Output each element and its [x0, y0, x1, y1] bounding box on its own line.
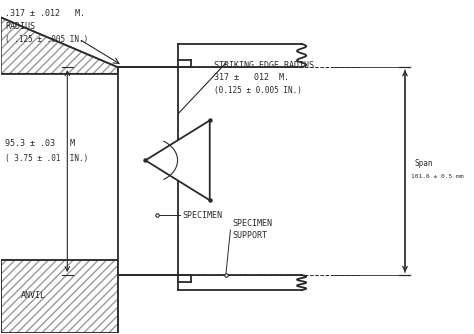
Text: (0.125 ± 0.005 IN.): (0.125 ± 0.005 IN.) — [214, 86, 302, 95]
Text: ( .125 ± .005 IN.): ( .125 ± .005 IN.) — [5, 35, 89, 44]
Text: STRIKING EDGE RADIUS: STRIKING EDGE RADIUS — [214, 60, 314, 69]
Text: 43°-47°: 43°-47° — [165, 159, 195, 165]
Polygon shape — [146, 121, 210, 200]
Text: SUPPORT: SUPPORT — [233, 231, 268, 240]
Text: RADIUS: RADIUS — [5, 22, 35, 31]
Polygon shape — [0, 17, 118, 74]
Text: SPECIMEN: SPECIMEN — [233, 219, 273, 228]
Text: ( 3.75 ± .01  IN.): ( 3.75 ± .01 IN.) — [5, 154, 89, 163]
Text: 101.6 ± 0.5 mm: 101.6 ± 0.5 mm — [411, 174, 464, 179]
Polygon shape — [0, 260, 118, 333]
Text: 317 ±   012  M.: 317 ± 012 M. — [214, 73, 289, 82]
Text: .317 ± .012   M.: .317 ± .012 M. — [5, 9, 85, 18]
Text: SPECIMEN: SPECIMEN — [182, 211, 222, 220]
Text: ANVIL: ANVIL — [20, 291, 46, 300]
Text: 95.3 ± .03   M: 95.3 ± .03 M — [5, 139, 75, 148]
Bar — [118, 67, 178, 275]
Text: Span: Span — [414, 159, 433, 168]
